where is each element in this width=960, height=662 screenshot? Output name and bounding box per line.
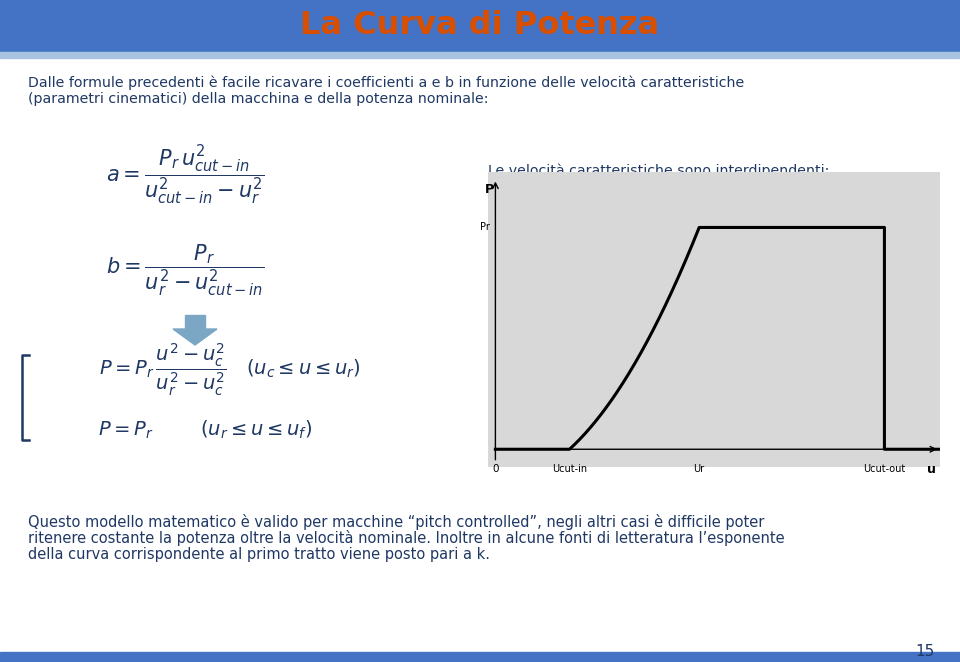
Text: è legata al sistema di regolazione della: è legata al sistema di regolazione della — [570, 229, 853, 244]
Bar — [0, 652, 960, 662]
Text: •: • — [493, 187, 503, 205]
Text: •: • — [493, 229, 503, 247]
Bar — [0, 0, 960, 52]
Text: è legata agli attriti interni della macchina: è legata agli attriti interni della macc… — [562, 187, 862, 201]
Text: $\mathbf{U_{cut\text{-}in}}$: $\mathbf{U_{cut\text{-}in}}$ — [506, 187, 552, 206]
Polygon shape — [173, 329, 217, 345]
Text: Dalle formule precedenti è facile ricavare i coefficienti a e b in funzione dell: Dalle formule precedenti è facile ricava… — [28, 76, 744, 91]
Text: Pr: Pr — [480, 222, 490, 232]
Text: $\mathbf{U_{cut\text{-}out}}$: $\mathbf{U_{cut\text{-}out}}$ — [506, 229, 561, 248]
Text: $b = \dfrac{P_r}{u^2_r - u^2_{cut-in}}$: $b = \dfrac{P_r}{u^2_r - u^2_{cut-in}}$ — [106, 242, 264, 298]
Bar — [0, 52, 960, 58]
Text: Questo modello matematico è valido per macchine “pitch controlled”, negli altri : Questo modello matematico è valido per m… — [28, 514, 764, 530]
Text: 15: 15 — [916, 643, 935, 659]
Text: P: P — [486, 183, 494, 196]
Text: $a = \dfrac{P_r\,u^2_{cut-in}}{u^2_{cut-in} - u^2_r}$: $a = \dfrac{P_r\,u^2_{cut-in}}{u^2_{cut-… — [106, 144, 264, 207]
Text: $P = P_r\,\dfrac{u^2 - u^2_c}{u^2_r - u^2_c}\quad(u_c \leq u \leq u_r)$: $P = P_r\,\dfrac{u^2 - u^2_c}{u^2_r - u^… — [99, 342, 361, 399]
Text: Ur: Ur — [694, 463, 705, 474]
Text: Ucut-out: Ucut-out — [863, 463, 905, 474]
Text: (parametri cinematici) della macchina e della potenza nominale:: (parametri cinematici) della macchina e … — [28, 92, 489, 106]
Text: u: u — [926, 463, 936, 475]
Text: Le velocità caratteristiche sono interdipendenti:: Le velocità caratteristiche sono interdi… — [488, 163, 829, 177]
Text: 0: 0 — [492, 463, 498, 474]
Text: Ucut-in: Ucut-in — [552, 463, 588, 474]
Text: $P = P_r\qquad\;\;(u_r \leq u \leq u_f)$: $P = P_r\qquad\;\;(u_r \leq u \leq u_f)$ — [98, 419, 312, 441]
Bar — [185, 315, 205, 329]
Text: della curva corrispondente al primo tratto viene posto pari a k.: della curva corrispondente al primo trat… — [28, 547, 490, 562]
Text: (compresa tra 0.5 U$_r$  e 0.4 U$_r$ ): (compresa tra 0.5 U$_r$ e 0.4 U$_r$ ) — [506, 204, 727, 222]
Text: La Curva di Potenza: La Curva di Potenza — [300, 11, 660, 42]
Text: potenza (inferiore a 2 U U$_r$ ): potenza (inferiore a 2 U U$_r$ ) — [506, 246, 704, 264]
Text: ritenere costante la potenza oltre la velocità nominale. Inoltre in alcune fonti: ritenere costante la potenza oltre la ve… — [28, 530, 784, 546]
